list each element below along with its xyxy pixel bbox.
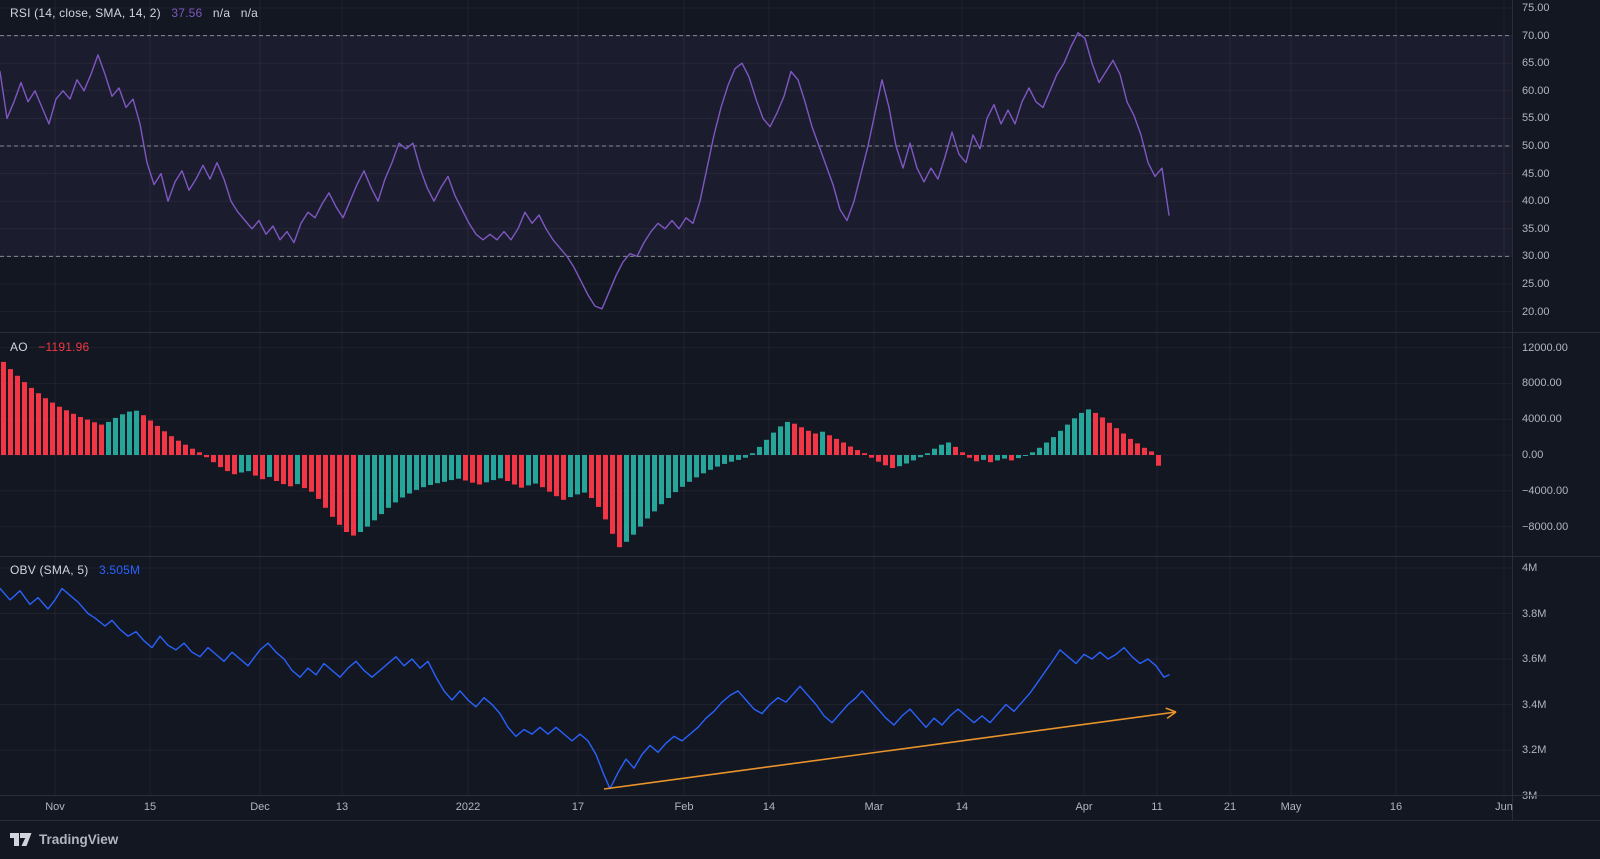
- price-tick-label: 12000.00: [1522, 341, 1568, 354]
- time-tick-label: Apr: [1075, 801, 1093, 813]
- pane-separator[interactable]: [0, 332, 1600, 333]
- price-tick-label: 45.00: [1522, 167, 1550, 180]
- price-tick-label: 0.00: [1522, 449, 1544, 461]
- price-tick-label: 3.4M: [1522, 698, 1547, 711]
- price-tick-label: 70.00: [1522, 29, 1550, 42]
- price-tick-label: 8000.00: [1522, 377, 1562, 390]
- time-tick-label: 16: [1389, 801, 1403, 813]
- price-tick-label: 3.8M: [1522, 607, 1547, 620]
- price-axis[interactable]: 75.00 70.00 65.00 60.00 55.00 50.00 45.00 40.00…: [1512, 0, 1600, 820]
- footer-bar: TradingView: [0, 820, 1600, 858]
- time-tick-label: 14: [955, 801, 969, 813]
- time-tick-label: Jun: [1495, 801, 1513, 813]
- rsi-ma-value-1: n/a: [212, 6, 231, 20]
- pane-separator[interactable]: [0, 556, 1600, 557]
- obv-pane[interactable]: [0, 557, 1512, 795]
- price-tick-label: 40.00: [1522, 195, 1550, 208]
- rsi-legend: RSI (14, close, SMA, 14, 2) 37.56 n/a n/…: [10, 6, 265, 20]
- price-tick-label: 20.00: [1522, 305, 1550, 318]
- time-tick-label: 14: [762, 801, 776, 813]
- tradingview-logo-icon: [10, 833, 32, 846]
- rsi-value: 37.56: [171, 6, 203, 20]
- tradingview-logo[interactable]: TradingView: [10, 831, 118, 848]
- time-tick-label: 2022: [455, 801, 481, 813]
- price-tick-label: 50.00: [1522, 140, 1550, 152]
- ao-pane[interactable]: [0, 332, 1512, 556]
- rsi-ma-value-2: n/a: [240, 6, 259, 20]
- price-tick-label: 75.00: [1522, 2, 1550, 14]
- ao-value: −1191.96: [38, 340, 90, 354]
- price-tick-label: 4000.00: [1522, 413, 1562, 426]
- time-tick-label: 21: [1223, 801, 1237, 813]
- price-tick-label: −4000.00: [1522, 484, 1569, 497]
- rsi-indicator-label[interactable]: RSI (14, close, SMA, 14, 2): [10, 6, 161, 20]
- price-tick-label: 55.00: [1522, 112, 1550, 125]
- price-tick-label: 35.00: [1522, 222, 1550, 235]
- brand-name: TradingView: [39, 832, 119, 847]
- obv-legend: OBV (SMA, 5) 3.505M: [10, 563, 147, 577]
- rsi-pane[interactable]: [0, 0, 1512, 332]
- ao-legend: AO −1191.96: [10, 340, 96, 354]
- time-tick-label: Dec: [250, 801, 270, 813]
- obv-indicator-label[interactable]: OBV (SMA, 5): [10, 563, 89, 577]
- price-tick-label: −8000.00: [1522, 520, 1569, 533]
- price-tick-label: 4M: [1522, 562, 1538, 574]
- ao-indicator-label[interactable]: AO: [10, 340, 28, 354]
- time-tick-label: Mar: [864, 801, 884, 813]
- price-tick-label: 60.00: [1522, 84, 1550, 97]
- time-tick-label: 15: [143, 801, 157, 813]
- price-tick-label: 65.00: [1522, 57, 1550, 70]
- time-tick-label: May: [1280, 801, 1302, 813]
- time-tick-label: 17: [571, 801, 585, 813]
- time-tick-label: Feb: [674, 801, 694, 813]
- time-tick-label: 11: [1151, 801, 1163, 813]
- price-tick-label: 25.00: [1522, 278, 1550, 290]
- time-tick-label: Nov: [45, 801, 65, 813]
- time-tick-label: 13: [335, 801, 349, 813]
- price-tick-label: 30.00: [1522, 250, 1550, 263]
- obv-value: 3.505M: [98, 563, 141, 577]
- price-tick-label: 3.6M: [1522, 653, 1547, 665]
- time-axis[interactable]: Nov 15 Dec 13 2022 17 Feb 14 Mar 14 Apr 11 21 May 16 Ju…: [0, 795, 1600, 821]
- price-tick-label: 3.2M: [1522, 744, 1547, 756]
